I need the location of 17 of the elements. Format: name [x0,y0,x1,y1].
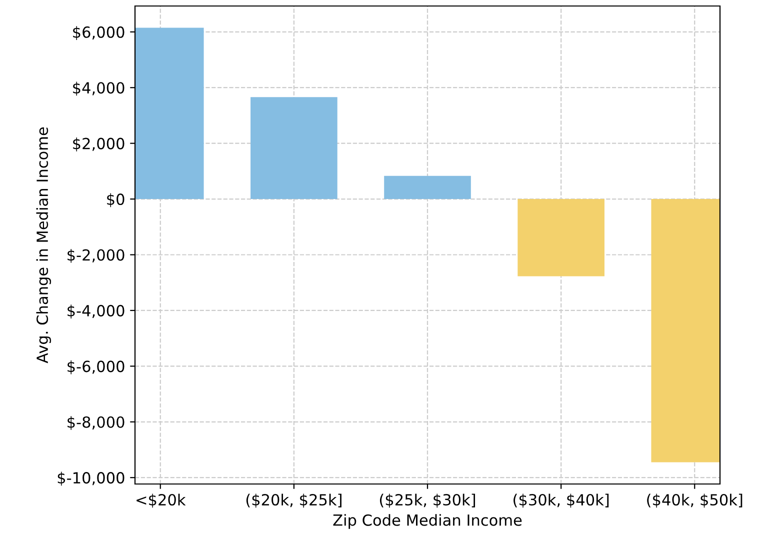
y-tick-label: $-10,000 [58,472,124,486]
x-tick-label: ($30k, $40k] [514,494,609,508]
bar [384,176,471,200]
y-tick-label: $6,000 [73,26,124,40]
y-tick-label: $-2,000 [68,248,124,263]
x-tick-label: <$20k [136,494,186,508]
y-tick-label: $-8,000 [68,416,124,430]
y-tick-label: $0 [107,193,124,208]
y-tick-label: $2,000 [73,138,124,152]
x-tick-label: ($40k, $50k] [647,494,742,508]
x-axis-title: Zip Code Median Income [333,514,522,529]
y-tick-label: $4,000 [73,82,124,96]
y-tick-label: $-4,000 [68,304,124,319]
y-tick-label: $-6,000 [68,360,124,374]
y-axis-title: Avg. Change in Median Income [36,127,52,364]
x-tick-label: ($25k, $30k] [380,494,476,508]
x-tick-label: ($20k, $25k] [246,494,342,508]
